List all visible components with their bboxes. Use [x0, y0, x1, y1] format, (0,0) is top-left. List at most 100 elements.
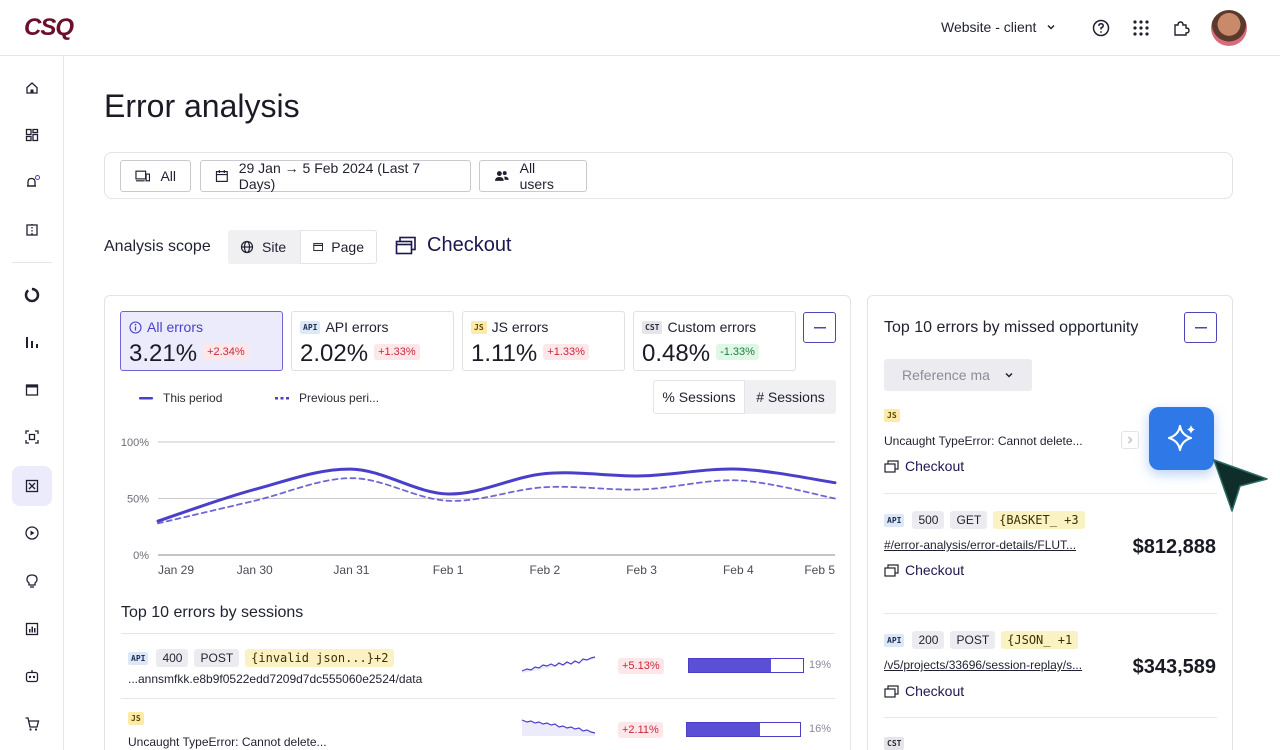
opportunity-error-url[interactable]: #/error-analysis/error-details/FLUT...: [884, 538, 1077, 552]
opportunity-title: Top 10 errors by missed opportunity: [884, 319, 1139, 336]
error-trend-chart: 100% 50% 0% Jan 29 Jan 30 Jan 31 Feb 1 Feb 2 Feb…: [121, 437, 837, 577]
x-tick-label: Feb 5: [804, 563, 835, 577]
legend-previous-period-label: Previous peri...: [299, 391, 380, 405]
metric-value-row: 1.11% +1.33%: [471, 340, 589, 368]
missed-revenue-amount: $812,888: [1132, 536, 1216, 558]
sparkline: [521, 656, 596, 673]
js-badge: JS: [471, 320, 487, 334]
sessions-table-title: Top 10 errors by sessions: [121, 604, 304, 621]
pages-stack-icon: [395, 236, 416, 254]
report-icon: [25, 622, 39, 636]
method-tag: POST: [194, 649, 240, 667]
device-filter-button[interactable]: All: [120, 160, 191, 192]
method-tag: GET: [950, 511, 988, 529]
reference-dropdown[interactable]: Reference ma: [884, 359, 1032, 391]
analysis-scope-label: Analysis scope: [104, 238, 211, 255]
lightbulb-icon: [26, 574, 38, 588]
x-tick-label: Feb 3: [626, 563, 657, 577]
dashed-line-icon: [275, 397, 289, 400]
x-tick-label: Jan 30: [237, 563, 273, 577]
table-row[interactable]: JS: [128, 712, 144, 725]
current-page-selector[interactable]: Checkout: [395, 234, 512, 257]
sidebar-item-insights[interactable]: [12, 561, 52, 601]
metric-all-errors[interactable]: All errors 3.21% +2.34%: [120, 311, 283, 371]
opportunity-error-text[interactable]: Uncaught TypeError: Cannot delete...: [884, 434, 1083, 448]
x-tick-label: Jan 29: [158, 563, 194, 577]
date-range-button[interactable]: 29 Jan → 5 Feb 2024 (Last 7 Days): [200, 160, 471, 192]
opportunity-page-link[interactable]: Checkout: [884, 562, 964, 578]
percent-sessions-toggle[interactable]: % Sessions: [653, 380, 745, 414]
device-filter-label: All: [160, 168, 176, 184]
api-badge: API: [884, 633, 905, 647]
compare-icon: [26, 224, 38, 236]
count-sessions-toggle[interactable]: # Sessions: [745, 380, 836, 414]
session-share-percent: 19%: [809, 659, 832, 671]
x-tick-label: Jan 31: [333, 563, 369, 577]
sidebar-item-error-analysis[interactable]: [12, 466, 52, 506]
globe-icon: [240, 240, 254, 254]
devices-icon: [135, 170, 151, 182]
avatar[interactable]: [1211, 10, 1247, 46]
status-tag: 400: [156, 649, 189, 667]
metric-value-row: 3.21% +2.34%: [129, 340, 249, 368]
sidebar-item-compare[interactable]: [12, 210, 52, 250]
dashboard-icon: [25, 128, 39, 142]
scope-page-label: Page: [331, 239, 364, 255]
metric-delta: +2.34%: [203, 343, 249, 360]
sidebar-item-bot[interactable]: [12, 656, 52, 696]
legend-this-period: This period: [139, 391, 222, 405]
sidebar-item-reports[interactable]: [12, 609, 52, 649]
minus-icon: [1194, 326, 1207, 328]
opportunity-page-link[interactable]: Checkout: [884, 683, 964, 699]
session-share-percent: 16%: [809, 723, 832, 735]
sidebar-item-commerce[interactable]: [12, 704, 52, 744]
sidebar: [0, 56, 64, 750]
metric-value: 2.02%: [300, 340, 369, 367]
missed-revenue-amount: $343,589: [1132, 656, 1216, 678]
site-selector[interactable]: Website - client: [941, 19, 1056, 35]
bell-icon: [27, 175, 40, 187]
sidebar-item-session-replay[interactable]: [12, 513, 52, 553]
chevron-down-icon: [1005, 372, 1013, 378]
current-page-label: Checkout: [427, 234, 512, 256]
sidebar-item-home[interactable]: [12, 68, 52, 108]
collapse-opportunity-button[interactable]: [1184, 312, 1217, 343]
row-divider: [121, 698, 835, 699]
method-tag: POST: [950, 631, 996, 649]
errors-overview-card: All errors 3.21% +2.34% API API errors 2.…: [104, 295, 851, 750]
opportunity-page-link[interactable]: Checkout: [884, 458, 964, 474]
puzzle-icon[interactable]: [1170, 17, 1192, 39]
filter-bar: All 29 Jan → 5 Feb 2024 (Last 7 Days) Al…: [104, 152, 1233, 199]
collapse-chart-button[interactable]: [803, 312, 836, 343]
scope-site-button[interactable]: Site: [228, 230, 300, 264]
payload-tag: {invalid json...}+2: [245, 649, 395, 667]
metric-label: JS errors: [491, 319, 549, 335]
page-title: Error analysis: [104, 88, 300, 124]
expand-chevron[interactable]: [1121, 431, 1139, 449]
table-row[interactable]: API 400 POST {invalid json...}+2: [128, 649, 400, 667]
opportunity-error-url[interactable]: /v5/projects/33696/session-replay/s...: [884, 658, 1083, 672]
logo[interactable]: CSQ: [24, 14, 74, 41]
metric-label: API errors: [325, 319, 389, 335]
metric-value-row: 2.02% +1.33%: [300, 340, 420, 368]
ai-assistant-button[interactable]: [1149, 407, 1214, 470]
y-tick-label: 100%: [121, 437, 149, 449]
users-filter-button[interactable]: All users: [479, 160, 587, 192]
pages-stack-icon: [884, 459, 899, 473]
error-analysis-icon: [25, 479, 39, 493]
play-circle-icon: [25, 526, 39, 540]
info-icon: [129, 320, 142, 334]
sidebar-item-zoning[interactable]: [12, 417, 52, 457]
sidebar-item-dashboards[interactable]: [12, 115, 52, 155]
sidebar-item-analytics[interactable]: [12, 322, 52, 362]
sidebar-item-alerts[interactable]: [12, 163, 52, 203]
sidebar-item-pages[interactable]: [12, 370, 52, 410]
metric-js-errors[interactable]: JS JS errors 1.11% +1.33%: [462, 311, 625, 371]
metric-custom-errors[interactable]: CST Custom errors 0.48% -1.33%: [633, 311, 796, 371]
sidebar-item-journey[interactable]: [12, 275, 52, 315]
metric-api-errors[interactable]: API API errors 2.02% +1.33%: [291, 311, 454, 371]
scope-page-button[interactable]: Page: [300, 230, 377, 264]
apps-grid-icon[interactable]: [1130, 17, 1152, 39]
help-icon[interactable]: [1090, 17, 1112, 39]
payload-tag: {JSON_ +1: [1001, 631, 1079, 649]
